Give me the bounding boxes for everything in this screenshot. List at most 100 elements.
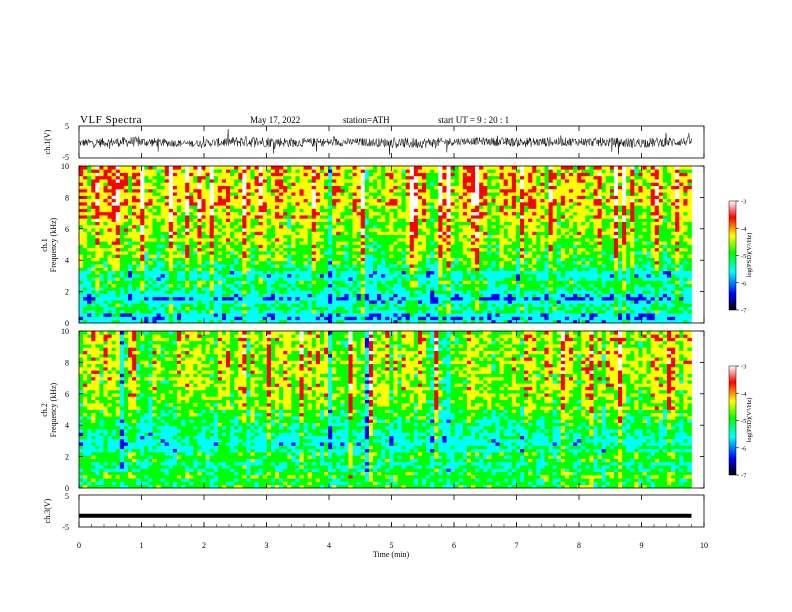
ch1-spectrogram-cell	[99, 211, 104, 216]
ch1-spectrogram-cell	[164, 257, 170, 262]
ch1-spectrogram-cell	[430, 280, 435, 285]
ch1-spectrogram-cell	[564, 309, 570, 314]
ch1-spectrogram-cell	[556, 290, 562, 294]
ch1-spectrogram-cell	[515, 306, 521, 311]
ch1-spectrogram-cell	[181, 319, 186, 323]
ch1-spectrogram-cell	[356, 241, 362, 245]
ch1-spectrogram-cell	[507, 257, 513, 262]
ch1-spectrogram-cell	[483, 319, 488, 323]
ch1-spectrogram-cell	[319, 257, 325, 262]
ch1-spectrogram-cell	[377, 283, 382, 288]
ch1-spectrogram-cell	[254, 215, 260, 219]
ch1-spectrogram-cell	[160, 215, 166, 219]
ch1-spectrogram-cell	[242, 300, 247, 304]
ch1-spectrogram-cell	[393, 241, 398, 245]
ch1-spectrogram-cell	[397, 264, 402, 268]
ch1-spectrogram-cell	[356, 309, 362, 314]
ch1-spectrogram-cell	[250, 228, 255, 232]
ch1-spectrogram-cell	[217, 293, 223, 298]
ch1-spectrogram-cell	[238, 309, 243, 314]
ch1-spectrogram-cell	[675, 224, 680, 229]
ch1-spectrogram-cell	[687, 221, 692, 226]
ch1-spectrogram-cell	[658, 241, 664, 245]
ch1-spectrogram-cell	[630, 309, 635, 314]
ch1-spectrogram-cell	[307, 309, 313, 314]
ch1-spectrogram-cell	[499, 231, 505, 236]
ch1-spectrogram-cell	[495, 270, 500, 275]
ch1-spectrogram-cell	[197, 251, 202, 255]
ch1-spectrogram-cell	[315, 280, 321, 285]
ch1-spectrogram-cell	[185, 287, 190, 291]
ch1-spectrogram-cell	[172, 221, 178, 226]
ch1-spectrogram-cell	[630, 260, 635, 265]
ch1-spectrogram-cell	[234, 273, 239, 278]
ch1-spectrogram-cell	[662, 234, 668, 239]
ch1-spectrogram-cell	[136, 247, 141, 252]
ch1-spectrogram-cell	[589, 257, 594, 262]
ch1-spectrogram-cell	[397, 287, 402, 291]
ch1-spectrogram-cell	[520, 228, 525, 232]
ch1-spectrogram-cell	[475, 283, 480, 288]
ch1-spectrogram-cell	[230, 234, 235, 239]
ch1-spectrogram-cell	[111, 287, 117, 291]
ch1-spectrogram-cell	[471, 251, 476, 255]
ch1-spectrogram-cell	[217, 260, 223, 265]
ch1-spectrogram-cell	[634, 319, 639, 323]
ch1-spectrogram-cell	[201, 264, 206, 268]
ch1-spectrogram-cell	[381, 270, 386, 275]
ch1-spectrogram-cell	[622, 231, 627, 236]
ch1-spectrogram-cell	[91, 218, 96, 222]
ch1-spectrogram-cell	[667, 231, 672, 236]
ch1-spectrogram-cell	[597, 287, 603, 291]
ch1-spectrogram-cell	[589, 280, 594, 285]
ch1-spectrogram-cell	[515, 257, 521, 262]
ch1-spectrogram-cell	[613, 293, 619, 298]
ch1-spectrogram-cell	[597, 218, 603, 222]
ch1-spectrogram-cell	[168, 257, 174, 262]
ch1-spectrogram-cell	[152, 231, 157, 236]
ch1-spectrogram-cell	[373, 251, 378, 255]
ch1-spectrogram-cell	[679, 300, 684, 304]
ch1-spectrogram-cell	[417, 247, 423, 252]
ch1-spectrogram-cell	[536, 254, 541, 258]
ch1-spectrogram-cell	[405, 273, 411, 278]
ch1-spectrogram-cell	[95, 264, 100, 268]
ch1-spectrogram-cell	[111, 273, 117, 278]
ch1-spectrogram-cell	[438, 247, 443, 252]
ch1-spectrogram-cell	[462, 264, 468, 268]
ch1-spectrogram-cell	[434, 224, 439, 229]
ch1-spectrogram-cell	[471, 270, 476, 275]
ch1-spectrogram-cell	[573, 316, 578, 321]
ch1-spectrogram-cell	[275, 313, 280, 317]
ch1-spectrogram-cell	[483, 296, 488, 301]
ch1-spectrogram-cell	[221, 293, 227, 298]
ch1-spectrogram-cell	[507, 270, 513, 275]
ch1-spectrogram-cell	[618, 231, 623, 236]
ch1-spectrogram-cell	[144, 283, 149, 288]
ch1-spectrogram-cell	[540, 221, 545, 226]
ch1-spectrogram-cell	[687, 237, 692, 242]
ch1-spectrogram-cell	[368, 254, 374, 258]
ch1-spectrogram-cell	[413, 234, 419, 239]
ch1-spectrogram-cell	[95, 224, 100, 229]
ch1-spectrogram-cell	[226, 221, 231, 226]
ch1-spectrogram-cell	[560, 251, 566, 255]
ch1-spectrogram-cell	[462, 267, 468, 272]
ch1-spectrogram-cell	[197, 280, 202, 285]
ch1-spectrogram-cell	[193, 224, 198, 229]
ch1-spectrogram-cell	[650, 283, 656, 288]
ch1-spectrogram-cell	[128, 221, 133, 226]
ch1-spectrogram-cell	[622, 254, 627, 258]
ch1-spectrogram-cell	[287, 306, 292, 311]
ch1-spectrogram-cell	[556, 244, 562, 249]
ch1-spectrogram-cell	[646, 309, 652, 314]
ch1-spectrogram-cell	[311, 237, 317, 242]
ch1-spectrogram-cell	[511, 287, 517, 291]
ch1-spectrogram-cell	[417, 290, 423, 294]
ch1-spectrogram-cell	[511, 228, 517, 232]
ch1-spectrogram-cell	[209, 287, 215, 291]
ch1-spectrogram-cell	[328, 247, 333, 252]
ch1-spectrogram-cell	[230, 244, 235, 249]
ch1-spectrogram-cell	[687, 300, 692, 304]
ch1-spectrogram-cell	[389, 237, 394, 242]
